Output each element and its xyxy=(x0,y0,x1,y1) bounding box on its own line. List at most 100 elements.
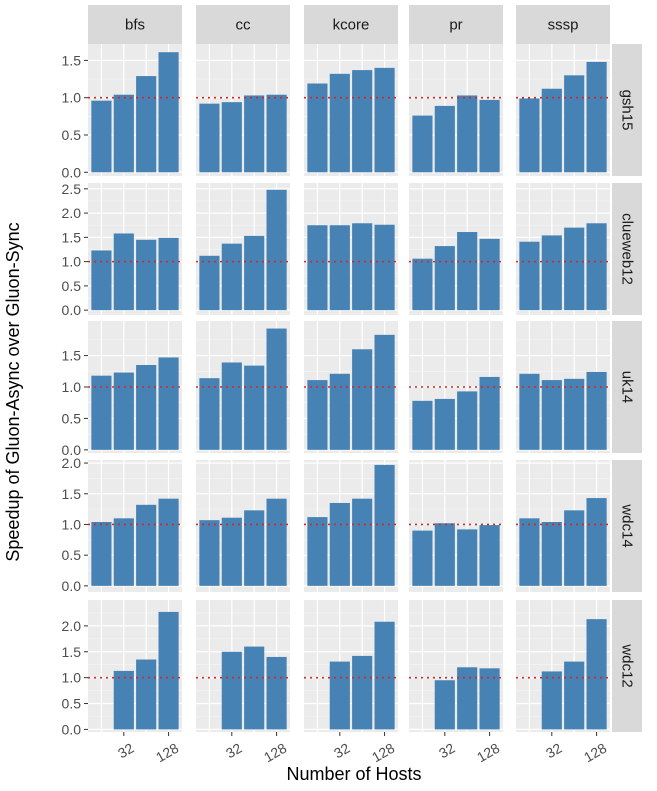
bar-clueweb12-bfs-128 xyxy=(158,237,179,311)
bar-gsh15-sssp-64 xyxy=(564,75,585,173)
bar-wdc14-bfs-128 xyxy=(158,498,179,586)
x-axis-title: Number of Hosts xyxy=(286,764,421,784)
facet-strip-sssp xyxy=(516,5,610,44)
bar-wdc12-pr-64 xyxy=(457,667,478,730)
bar-gsh15-bfs-16 xyxy=(91,100,112,173)
bar-wdc14-sssp-32 xyxy=(541,522,562,586)
y-tick-label: 0.5 xyxy=(62,696,82,712)
facet-strip-label-kcore: kcore xyxy=(333,17,370,34)
bar-wdc14-cc-128 xyxy=(266,498,287,586)
y-tick-label: 1.5 xyxy=(62,486,82,502)
bar-clueweb12-pr-32 xyxy=(434,246,455,311)
facet-strip-wdc12 xyxy=(612,600,642,732)
bar-uk14-cc-32 xyxy=(221,362,242,450)
bar-uk14-sssp-16 xyxy=(519,373,540,450)
facet-grid: bfs cc kcore pr sssp gsh15 0.0 0.5 1.0 1.5 clueweb… xyxy=(62,5,642,765)
y-tick-label: 2.5 xyxy=(62,181,82,197)
y-tick-label: 0.0 xyxy=(62,442,82,458)
bar-clueweb12-bfs-32 xyxy=(113,233,134,311)
panel-gsh15-kcore xyxy=(304,44,398,176)
bar-uk14-pr-128 xyxy=(479,376,500,450)
y-tick-label: 0.0 xyxy=(62,302,82,318)
facet-strip-label-wdc14: wdc14 xyxy=(619,503,636,547)
bar-uk14-kcore-128 xyxy=(374,334,395,450)
panel-uk14-cc xyxy=(196,321,290,453)
y-tick-label: 2.0 xyxy=(62,618,82,634)
bar-gsh15-cc-64 xyxy=(244,95,265,173)
bar-clueweb12-sssp-64 xyxy=(564,227,585,311)
bar-wdc14-pr-64 xyxy=(457,529,478,586)
bar-wdc14-sssp-64 xyxy=(564,510,585,586)
panel-wdc12-kcore xyxy=(304,600,398,732)
bar-clueweb12-pr-64 xyxy=(457,232,478,311)
bar-clueweb12-kcore-16 xyxy=(307,225,328,311)
bar-wdc12-cc-64 xyxy=(244,646,265,730)
bar-uk14-kcore-64 xyxy=(352,349,373,450)
bar-wdc14-kcore-32 xyxy=(329,502,350,586)
x-tick-label: 128 xyxy=(581,740,609,766)
bar-clueweb12-sssp-32 xyxy=(541,235,562,311)
bar-gsh15-kcore-32 xyxy=(329,73,350,173)
y-tick-label: 0.0 xyxy=(62,578,82,594)
bar-wdc14-pr-16 xyxy=(412,530,433,586)
bar-wdc12-cc-128 xyxy=(266,656,287,730)
bar-wdc14-kcore-128 xyxy=(374,464,395,586)
bar-wdc12-sssp-32 xyxy=(541,671,562,730)
facet-strip-bfs xyxy=(88,5,182,44)
bar-wdc14-sssp-16 xyxy=(519,518,540,586)
bar-uk14-pr-64 xyxy=(457,391,478,450)
panel-gsh15-bfs xyxy=(88,44,182,176)
bar-uk14-bfs-128 xyxy=(158,357,179,450)
panel-clueweb12-bfs xyxy=(88,183,182,315)
bar-uk14-sssp-64 xyxy=(564,378,585,450)
bar-wdc12-pr-32 xyxy=(434,680,455,730)
y-tick-label: 1.0 xyxy=(62,90,82,106)
bar-wdc12-bfs-64 xyxy=(136,659,157,730)
bar-gsh15-cc-128 xyxy=(266,94,287,173)
panel-wdc14-bfs xyxy=(88,460,182,592)
x-tick-label: 32 xyxy=(331,740,353,762)
bar-gsh15-pr-16 xyxy=(412,115,433,173)
bar-wdc12-kcore-64 xyxy=(352,655,373,730)
facet-strip-pr xyxy=(409,5,503,44)
bar-clueweb12-bfs-16 xyxy=(91,250,112,311)
bar-wdc12-sssp-128 xyxy=(586,619,607,730)
panel-uk14-sssp xyxy=(516,321,610,453)
bar-wdc14-sssp-128 xyxy=(586,498,607,586)
bar-wdc12-kcore-32 xyxy=(329,661,350,730)
bar-gsh15-pr-64 xyxy=(457,95,478,173)
bar-clueweb12-bfs-64 xyxy=(136,239,157,311)
bar-wdc12-sssp-64 xyxy=(564,661,585,730)
bar-gsh15-sssp-16 xyxy=(519,98,540,173)
facet-strip-label-uk14: uk14 xyxy=(619,371,636,404)
bar-gsh15-sssp-128 xyxy=(586,61,607,173)
panel-uk14-bfs xyxy=(88,321,182,453)
y-tick-label: 1.0 xyxy=(62,254,82,270)
y-tick-label: 1.0 xyxy=(62,379,82,395)
panel-clueweb12-kcore xyxy=(304,183,398,315)
x-tick-label: 32 xyxy=(223,740,245,762)
y-tick-label: 2.0 xyxy=(62,205,82,221)
y-tick-label: 0.0 xyxy=(62,721,82,737)
bar-gsh15-bfs-64 xyxy=(136,76,157,173)
facet-strip-kcore xyxy=(304,5,398,44)
facet-strip-label-clueweb12: clueweb12 xyxy=(619,213,636,285)
panel-wdc14-cc xyxy=(196,460,290,592)
facet-strip-label-pr: pr xyxy=(449,17,462,34)
bar-clueweb12-cc-16 xyxy=(199,255,220,311)
x-tick-label: 128 xyxy=(153,740,181,766)
x-tick-label: 32 xyxy=(436,740,458,762)
bar-wdc14-pr-32 xyxy=(434,523,455,586)
panel-uk14-pr xyxy=(409,321,503,453)
panel-gsh15-pr xyxy=(409,44,503,176)
y-tick-label: 0.5 xyxy=(62,278,82,294)
facet-strip-label-bfs: bfs xyxy=(125,17,145,34)
facet-strip-label-wdc12: wdc12 xyxy=(619,643,636,687)
bar-uk14-kcore-16 xyxy=(307,380,328,450)
panel-gsh15-cc xyxy=(196,44,290,176)
panel-clueweb12-sssp xyxy=(516,183,610,315)
panel-wdc12-bfs xyxy=(88,600,182,732)
bar-wdc14-bfs-32 xyxy=(113,518,134,586)
bar-uk14-bfs-64 xyxy=(136,365,157,450)
bar-wdc14-kcore-64 xyxy=(352,498,373,586)
